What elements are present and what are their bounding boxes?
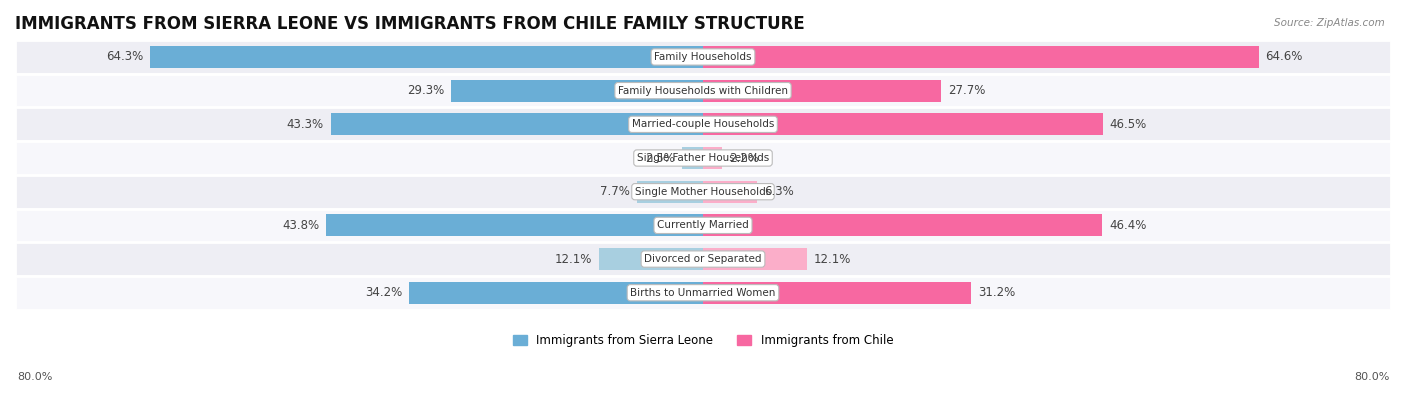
Text: 31.2%: 31.2% [979,286,1015,299]
Bar [703,46,1258,68]
Text: 7.7%: 7.7% [600,185,630,198]
Text: 29.3%: 29.3% [406,84,444,97]
Bar [15,242,1391,276]
Text: 2.2%: 2.2% [728,152,759,164]
Bar [326,214,703,236]
Text: 6.3%: 6.3% [763,185,794,198]
Text: Married-couple Households: Married-couple Households [631,119,775,129]
Bar [703,282,972,304]
Text: Family Households with Children: Family Households with Children [619,86,787,96]
Text: 2.5%: 2.5% [645,152,675,164]
Text: 80.0%: 80.0% [1354,372,1389,382]
Bar [703,248,807,270]
Text: 34.2%: 34.2% [364,286,402,299]
Bar [15,175,1391,209]
Text: Single Father Households: Single Father Households [637,153,769,163]
Text: IMMIGRANTS FROM SIERRA LEONE VS IMMIGRANTS FROM CHILE FAMILY STRUCTURE: IMMIGRANTS FROM SIERRA LEONE VS IMMIGRAN… [15,15,804,33]
Text: 46.4%: 46.4% [1109,219,1146,232]
Bar [409,282,703,304]
Bar [703,147,721,169]
Legend: Immigrants from Sierra Leone, Immigrants from Chile: Immigrants from Sierra Leone, Immigrants… [513,334,893,347]
Bar [150,46,703,68]
Text: 64.3%: 64.3% [105,51,143,64]
Text: Single Mother Households: Single Mother Households [636,187,770,197]
Bar [703,214,1102,236]
Bar [682,147,703,169]
Text: Source: ZipAtlas.com: Source: ZipAtlas.com [1274,18,1385,28]
Bar [15,40,1391,74]
Bar [15,276,1391,310]
Bar [15,209,1391,242]
Bar [15,74,1391,107]
Text: 12.1%: 12.1% [814,252,851,265]
Text: Births to Unmarried Women: Births to Unmarried Women [630,288,776,298]
Text: 80.0%: 80.0% [17,372,52,382]
Text: 12.1%: 12.1% [555,252,592,265]
Bar [637,181,703,203]
Text: 27.7%: 27.7% [948,84,986,97]
Bar [15,107,1391,141]
Bar [703,181,758,203]
Text: 64.6%: 64.6% [1265,51,1303,64]
Bar [451,80,703,102]
Bar [330,113,703,135]
Text: 43.8%: 43.8% [283,219,319,232]
Text: Divorced or Separated: Divorced or Separated [644,254,762,264]
Text: Currently Married: Currently Married [657,220,749,230]
Bar [599,248,703,270]
Bar [703,113,1102,135]
Bar [703,80,941,102]
Text: Family Households: Family Households [654,52,752,62]
Text: 46.5%: 46.5% [1109,118,1147,131]
Bar [15,141,1391,175]
Text: 43.3%: 43.3% [287,118,323,131]
